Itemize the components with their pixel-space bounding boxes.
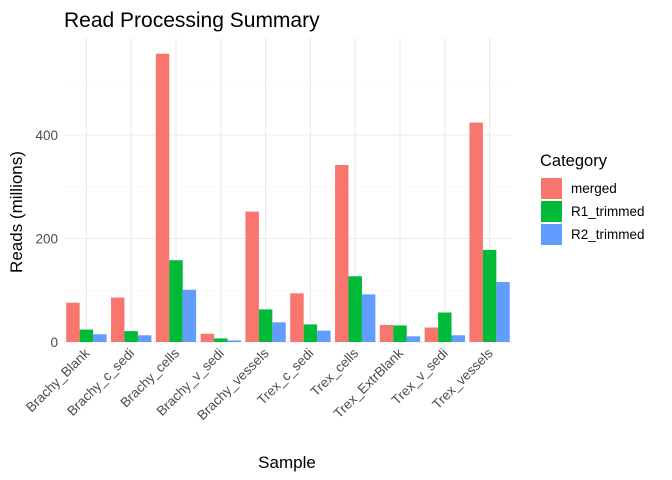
bar-R1_trimmed-Brachy_v_sedi xyxy=(214,338,228,342)
legend-label-R1_trimmed: R1_trimmed xyxy=(571,204,645,219)
bar-R1_trimmed-Trex_cells xyxy=(348,276,362,342)
bar-R2_trimmed-Trex_c_sedi xyxy=(317,330,331,342)
bar-R1_trimmed-Trex_c_sedi xyxy=(303,324,318,342)
legend-label-R2_trimmed: R2_trimmed xyxy=(571,227,645,242)
plot-grid xyxy=(64,38,512,348)
x-axis-title: Sample xyxy=(258,453,316,472)
legend-key-merged xyxy=(541,178,562,199)
bar-merged-Brachy_vessels xyxy=(245,211,259,342)
bars xyxy=(66,53,510,342)
bar-merged-Trex_vessels xyxy=(469,122,483,342)
y-tick-label: 400 xyxy=(35,128,58,143)
bar-R2_trimmed-Brachy_vessels xyxy=(272,322,286,342)
bar-R1_trimmed-Brachy_vessels xyxy=(258,309,273,342)
bar-R2_trimmed-Trex_vessels xyxy=(496,281,510,342)
legend-key-R1_trimmed xyxy=(541,201,562,222)
bar-R1_trimmed-Trex_ExtrBlank xyxy=(393,325,407,342)
bar-merged-Brachy_c_sedi xyxy=(111,297,125,342)
bar-merged-Brachy_cells xyxy=(155,53,170,342)
bar-R1_trimmed-Brachy_c_sedi xyxy=(124,331,138,342)
bar-R2_trimmed-Trex_v_sedi xyxy=(451,335,465,342)
y-tick-label: 200 xyxy=(35,232,58,247)
bar-R1_trimmed-Trex_v_sedi xyxy=(438,312,452,342)
bar-merged-Trex_c_sedi xyxy=(290,293,304,342)
bar-R1_trimmed-Brachy_cells xyxy=(169,260,183,342)
bar-merged-Trex_v_sedi xyxy=(424,327,439,342)
bar-R2_trimmed-Brachy_Blank xyxy=(93,334,107,342)
legend: Category merged R1_trimmed R2_trimmed xyxy=(540,152,645,245)
y-axis-title: Reads (millions) xyxy=(7,151,26,273)
bar-R2_trimmed-Trex_ExtrBlank xyxy=(406,336,421,342)
bar-R2_trimmed-Brachy_c_sedi xyxy=(137,335,152,342)
bar-R1_trimmed-Trex_vessels xyxy=(482,249,497,342)
legend-title: Category xyxy=(540,152,608,170)
bar-merged-Trex_cells xyxy=(335,165,349,342)
chart-title: Read Processing Summary xyxy=(64,9,320,32)
bar-merged-Brachy_v_sedi xyxy=(200,333,215,342)
y-axis-ticks: 0 200 400 xyxy=(35,128,58,350)
y-tick-label: 0 xyxy=(50,335,58,350)
legend-label-merged: merged xyxy=(571,181,617,196)
bar-R2_trimmed-Brachy_cells xyxy=(182,289,197,342)
bar-R2_trimmed-Trex_cells xyxy=(361,294,376,342)
bar-merged-Brachy_Blank xyxy=(66,302,80,342)
bar-R1_trimmed-Brachy_Blank xyxy=(79,329,94,342)
bar-R2_trimmed-Brachy_v_sedi xyxy=(227,340,241,342)
legend-key-R2_trimmed xyxy=(541,224,562,245)
bar-merged-Trex_ExtrBlank xyxy=(379,324,394,342)
x-axis-ticks: Brachy_BlankBrachy_c_sediBrachy_cellsBra… xyxy=(23,345,496,423)
